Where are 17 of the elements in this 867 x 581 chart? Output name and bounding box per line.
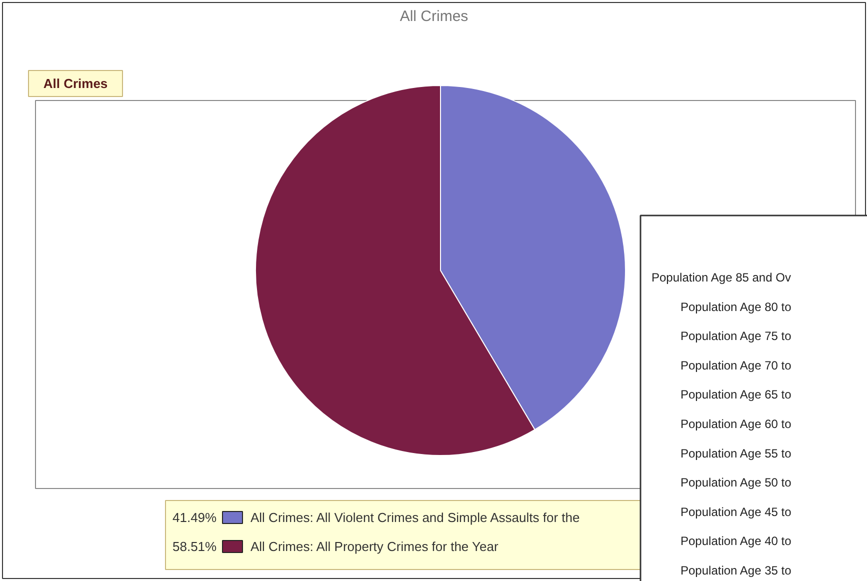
chart-title: All Crimes (400, 8, 468, 25)
legend-label: All Crimes: All Violent Crimes and Simple Assaults for the (250, 510, 580, 525)
text: Population Age 60 to (680, 417, 792, 431)
text: Population Age 65 to (680, 388, 792, 402)
text: Population Age 85 and Ov (652, 270, 791, 284)
text: Population Age 70 to (680, 358, 792, 372)
data-label: 41.49% (172, 510, 218, 525)
text: Population Age 75 to (680, 329, 792, 344)
text: Population Age 35 to (680, 564, 792, 578)
legend-label: All Crimes: All Property Crimes for the Year (250, 539, 499, 554)
text: Population Age 55 to (680, 446, 792, 460)
text: Population Age 80 to (680, 300, 792, 314)
text: Population Age 45 to (680, 504, 792, 519)
chart-subtitle: All Crimes (43, 76, 108, 91)
text: Population Age 40 to (680, 534, 792, 548)
data-label: 58.51% (172, 539, 218, 554)
text: Population Age 50 to (680, 476, 792, 490)
